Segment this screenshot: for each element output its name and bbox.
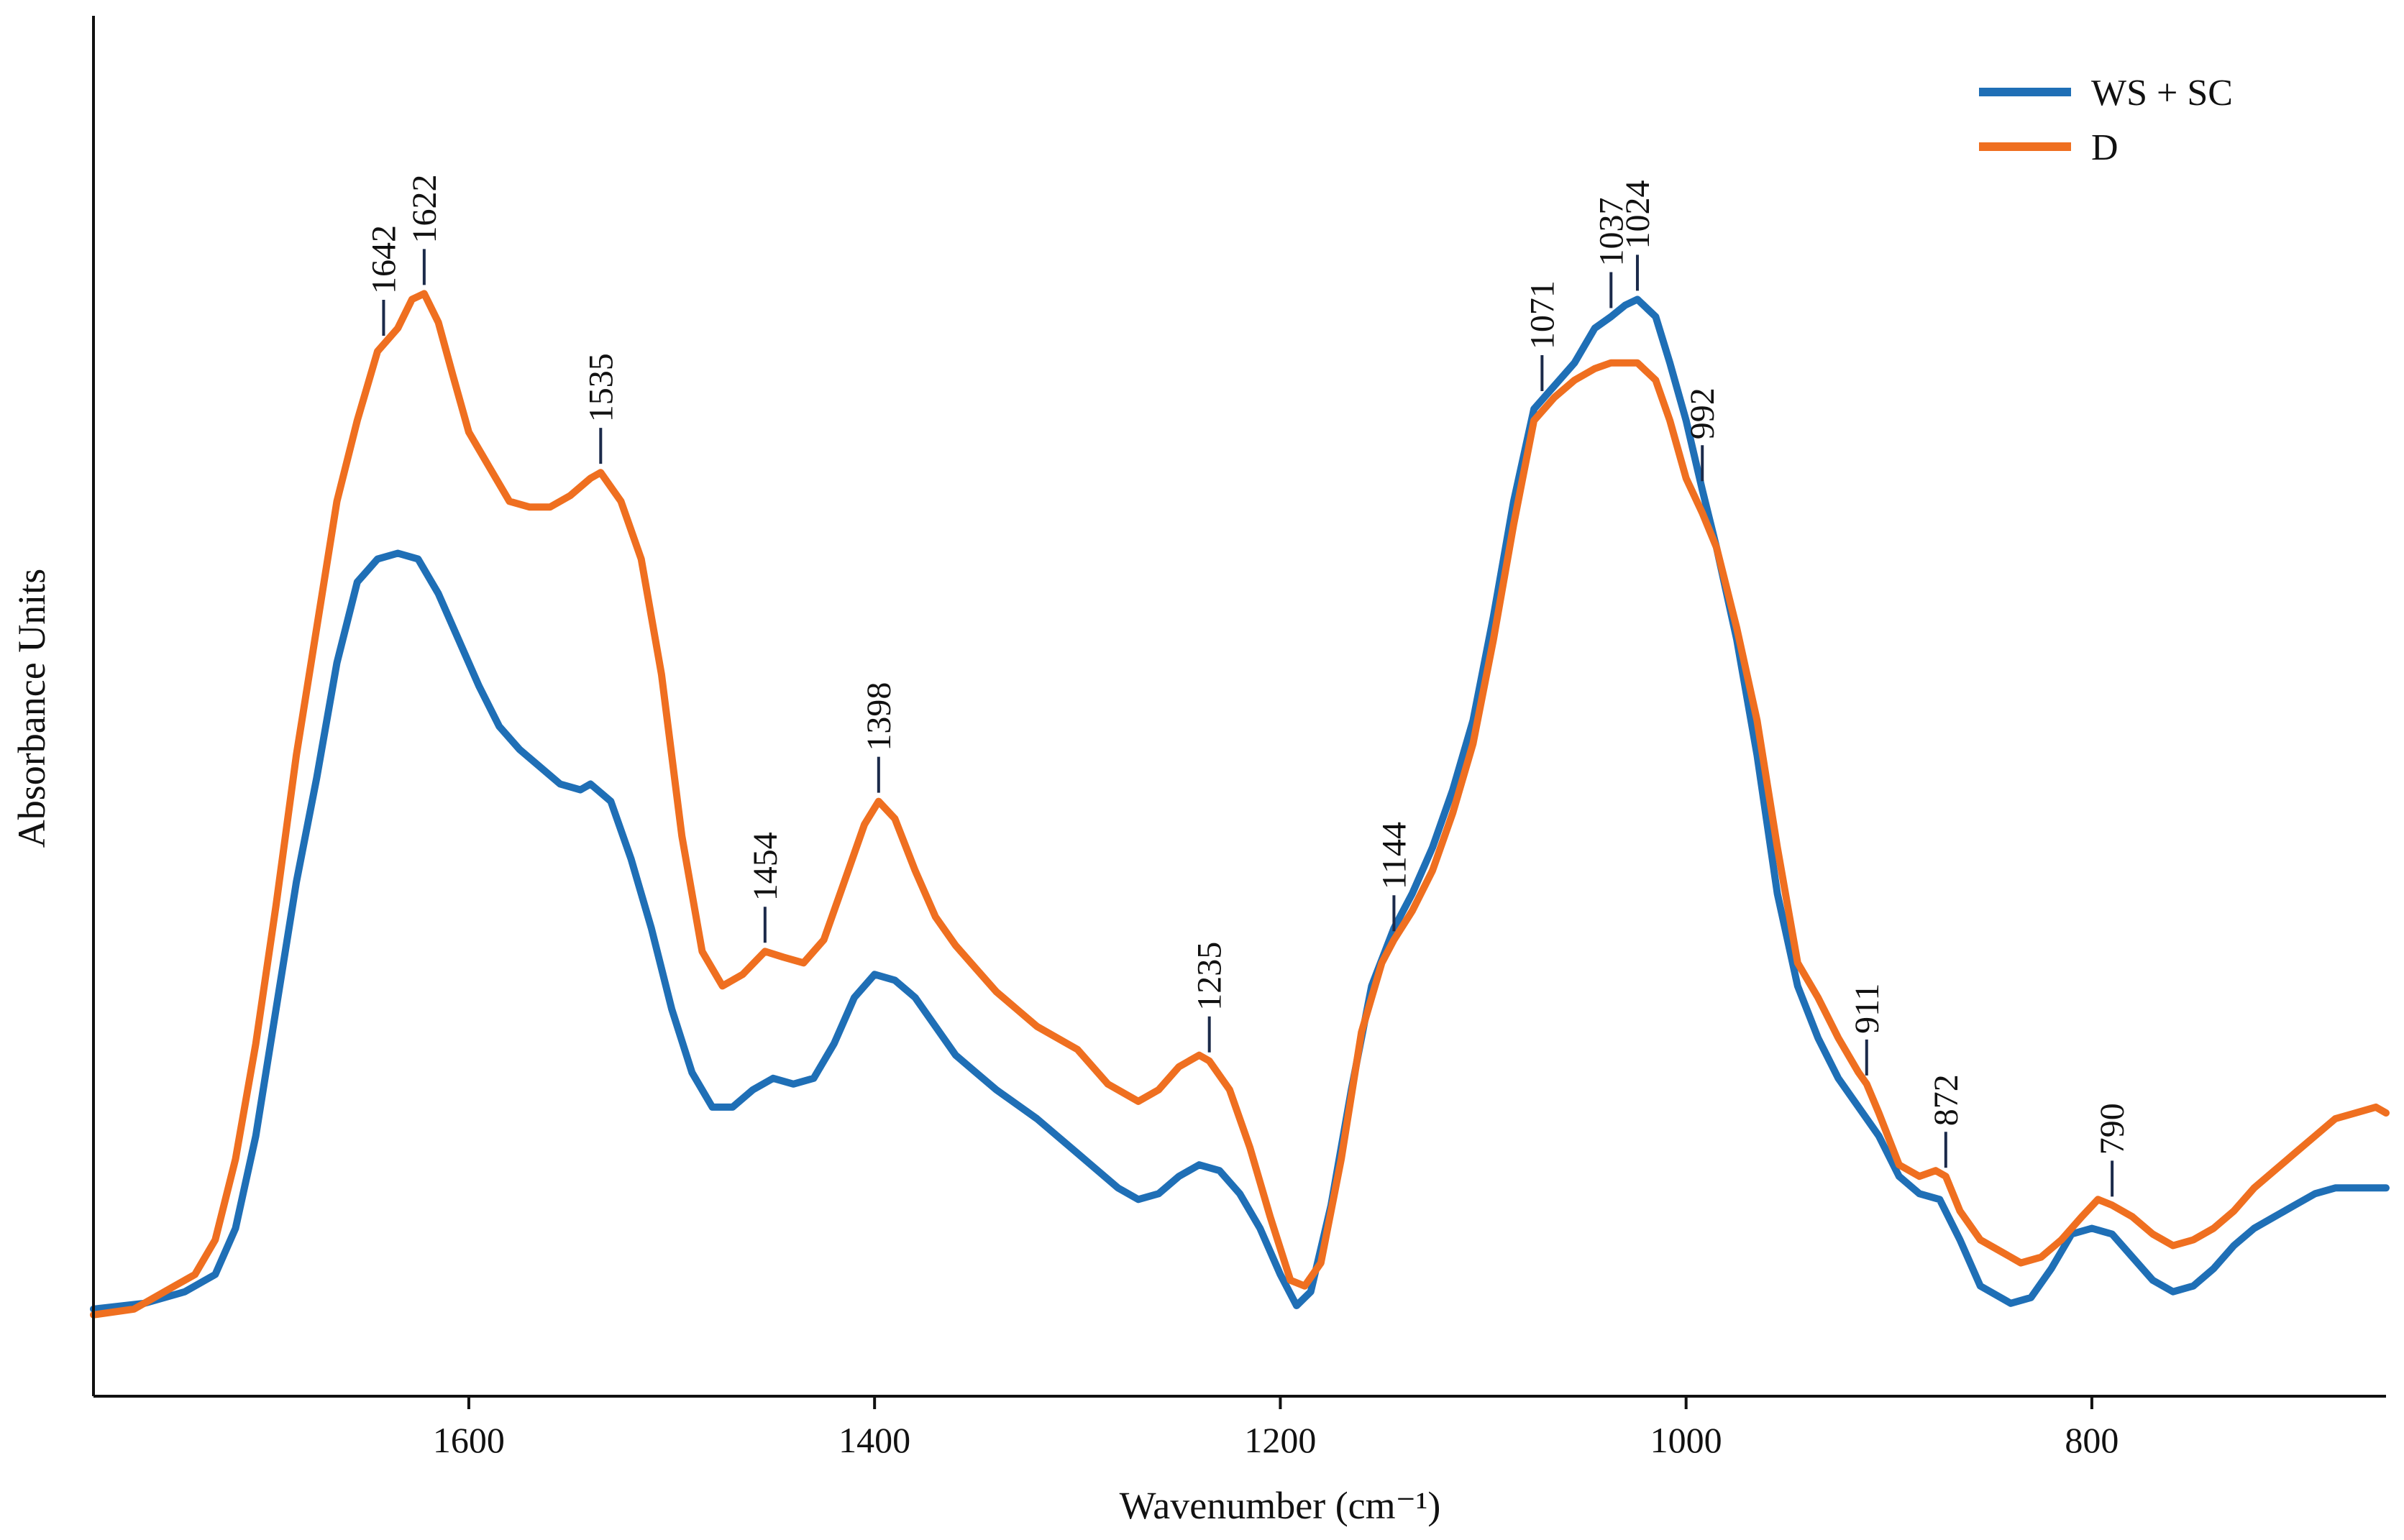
- peak-label: 1642: [365, 225, 403, 294]
- x-tick-label: 1600: [433, 1420, 505, 1460]
- peak-label: 1024: [1619, 180, 1657, 249]
- peak-label: 790: [2093, 1103, 2131, 1155]
- peak-label: 992: [1683, 388, 1722, 439]
- peak-label: 1535: [582, 353, 620, 422]
- legend: WS + SC D: [1979, 73, 2233, 168]
- series-line-d: [90, 290, 2390, 1319]
- peak-label: 1235: [1191, 942, 1229, 1011]
- x-tick-label: 1400: [838, 1420, 910, 1460]
- x-axis-title: Wavenumber (cm⁻¹): [1120, 1484, 1441, 1527]
- y-axis-title: Absorbance Units: [10, 569, 53, 848]
- series-line-ws-sc: [90, 295, 2390, 1313]
- legend-label: WS + SC: [2091, 73, 2233, 114]
- x-tick-label: 1200: [1244, 1420, 1316, 1460]
- x-tick-label: 1000: [1650, 1420, 1722, 1460]
- peak-label: 1398: [860, 682, 898, 751]
- x-tick-layer: 1600 1400 1200 1000 800: [433, 1396, 2119, 1460]
- peak-label: 1071: [1523, 280, 1561, 349]
- peak-label: 1454: [746, 832, 785, 901]
- legend-label: D: [2091, 127, 2119, 168]
- peak-label: 911: [1848, 984, 1886, 1034]
- peak-label: 1622: [406, 174, 444, 243]
- x-tick-label: 800: [2065, 1420, 2119, 1460]
- series-layer: [90, 290, 2390, 1319]
- peak-label: 872: [1927, 1074, 1965, 1126]
- peak-label: 1144: [1375, 822, 1413, 889]
- peak-label: 1037: [1592, 198, 1630, 267]
